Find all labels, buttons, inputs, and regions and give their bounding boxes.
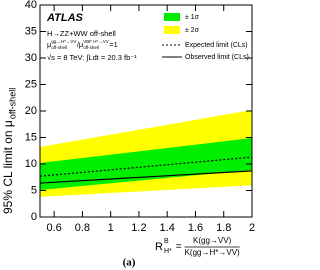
ratio-text: off-shell: [83, 45, 99, 50]
x-tick-label: 1.2: [131, 222, 146, 234]
x-axis-label-main: R: [155, 241, 163, 253]
y-tick-label: 5: [31, 184, 37, 196]
y-tick-label: 10: [25, 158, 37, 170]
ratio-text: gg→H*→VV: [51, 39, 76, 44]
chart: 0 5 10 15 20 25 30 35 40 0.6 0.8 1 1.2 1.4 1.6 1.8 2 95% …: [1, 0, 256, 269]
y-tick-label: 30: [25, 52, 37, 64]
experiment-label: ATLAS: [46, 12, 84, 24]
x-axis-label-sup: B: [164, 238, 169, 245]
legend-label: ± 2σ: [185, 27, 200, 34]
y-axis-label-sub: off-shell: [7, 88, 17, 119]
x-axis-label-eq: =: [176, 242, 182, 253]
x-tick-label: 1.4: [160, 222, 175, 234]
y-tick-label: 15: [25, 131, 37, 143]
ratio-text: μ: [47, 40, 51, 49]
y-tick-label: 25: [25, 78, 37, 90]
ratio-text: off-shell: [51, 45, 67, 50]
band: [40, 138, 252, 190]
y-tick-label: 35: [25, 25, 37, 37]
limit-line: [39, 156, 253, 177]
y-axis-label-main: 95% CL limit on μ: [1, 120, 15, 214]
legend-swatch: [164, 13, 180, 21]
limit-line: [39, 170, 253, 184]
legend-label: Observed limit (CLs): [185, 54, 249, 61]
x-tick-label: 1: [108, 222, 114, 234]
x-axis-label-num: K(gg→VV): [193, 236, 232, 245]
legend-label: Expected limit (CLs): [185, 42, 248, 49]
x-tick-label: 1.8: [216, 222, 231, 234]
ratio-text: /μ: [77, 40, 83, 49]
legend-swatch: [164, 26, 180, 34]
x-tick-label: 0.6: [46, 222, 61, 234]
y-tick-label: 0: [31, 211, 37, 223]
ratio-text: VBF H*→VV: [83, 39, 109, 44]
x-axis-label-sub: H*: [164, 248, 172, 255]
x-tick-label: 1.6: [188, 222, 203, 234]
energy-label: √s = 8 TeV: ∫Ldt = 20.3 fb⁻¹: [47, 53, 137, 62]
x-axis-label-den: K(gg→H*→VV): [185, 248, 240, 257]
y-tick-label: 20: [25, 105, 37, 117]
y-tick-label: 40: [25, 0, 37, 11]
panel-label: (a): [123, 257, 136, 269]
process-label: H→ZZ+WW off-shell: [47, 29, 116, 38]
legend-label: ± 1σ: [185, 14, 200, 21]
x-tick-label: 0.8: [75, 222, 90, 234]
x-tick-label: 2: [249, 222, 255, 234]
ratio-text: =1: [109, 40, 118, 49]
